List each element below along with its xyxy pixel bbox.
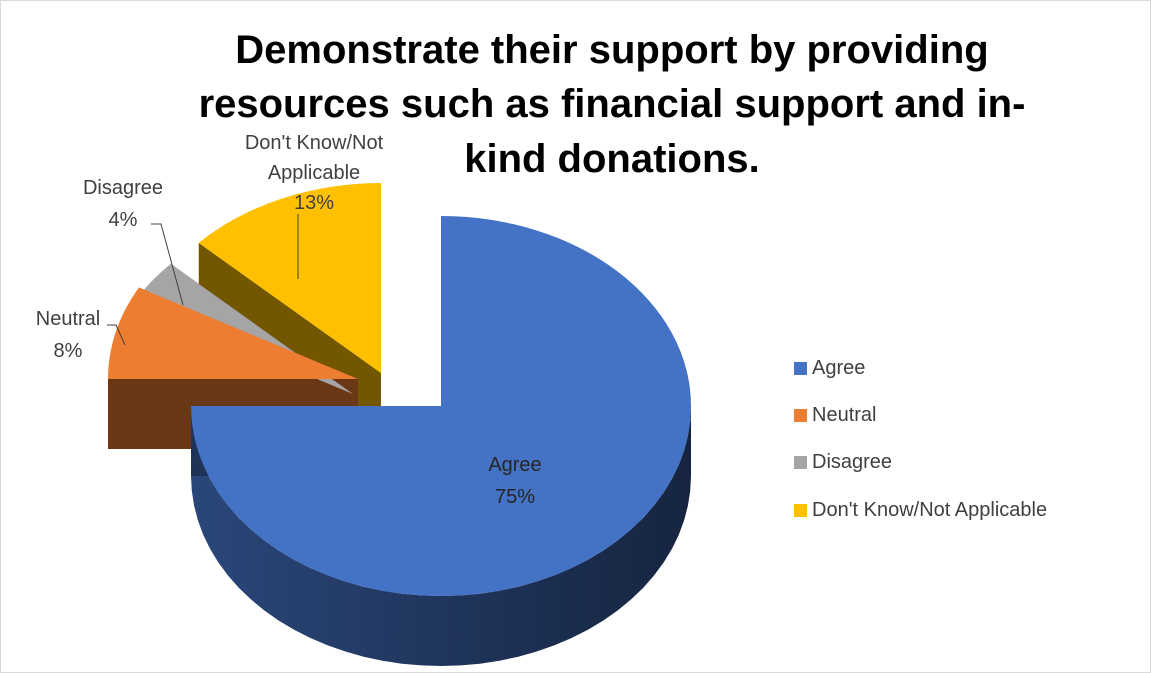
slice-neutral-label-line-2: 8% [54,340,83,362]
chart-title: Demonstrate their support by providing re… [199,28,1026,181]
slice-disagree-leader-line [151,223,184,306]
legend-swatch [794,456,807,469]
slice-disagree-label-line-2: 4% [109,209,138,231]
slice-neutral-data-label: Neutral 8% [36,308,126,362]
slice-neutral-top [108,287,358,379]
slice-neutral-leader-line [107,324,126,346]
slice-agree-label-line-1: Agree [488,454,541,476]
slice-dont-know-label-line-1: Don't Know/Not [245,132,384,154]
slice-neutral-label-line-1: Neutral [36,308,100,330]
legend-swatch [794,409,807,422]
slice-dont-know-data-label: Don't Know/Not Applicable 13% [245,132,384,279]
legend-label: Disagree [812,451,892,473]
legend-entry-dont-know: Don't Know/Not Applicable [794,499,1047,521]
slice-dont-know-label-line-3: 13% [294,192,334,214]
legend-entry-agree: Agree [794,357,865,379]
slice-agree-label-line-2: 75% [495,486,535,508]
legend-swatch [794,362,807,375]
slice-disagree-data-label: Disagree 4% [83,177,184,306]
slice-agree-top [191,216,691,596]
slice-disagree-label-line-1: Disagree [83,177,163,199]
slice-dont-know-top [198,183,381,373]
chart-title-line-1: Demonstrate their support by providing [235,28,988,72]
slice-agree-data-label: Agree 75% [488,454,541,508]
slice-agree-outer-wall [191,406,691,666]
legend-label: Don't Know/Not Applicable [812,499,1047,521]
chart-title-line-2: resources such as financial support and … [199,82,1026,126]
pie-slice-tops [108,183,691,596]
legend-entry-neutral: Neutral [794,404,876,426]
legend-label: Neutral [812,404,876,426]
legend-swatch [794,504,807,517]
slice-dont-know-label-line-2: Applicable [268,162,360,184]
legend: Agree Neutral Disagree Don't Know/Not Appli… [794,357,1047,521]
legend-entry-disagree: Disagree [794,451,892,473]
chart-title-line-3: kind donations. [464,137,760,181]
legend-label: Agree [812,357,865,379]
data-labels: Agree 75% Neutral 8% Disagree 4% Don't Know/No… [36,132,542,508]
